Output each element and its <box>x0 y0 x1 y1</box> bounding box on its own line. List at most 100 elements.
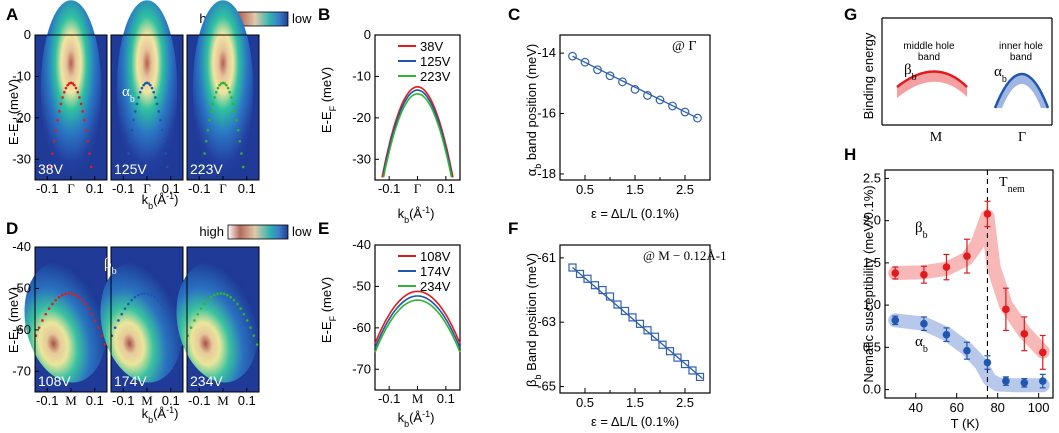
map-intensity <box>24 262 106 383</box>
band-dot <box>54 128 58 132</box>
panel-label-E: E <box>318 219 329 238</box>
x-tick-label: 0.1 <box>162 393 180 408</box>
band-dot <box>130 128 134 132</box>
band-dot <box>143 292 147 295</box>
x-tick-label: Γ <box>143 181 151 196</box>
band-dot <box>67 292 71 295</box>
band-dot <box>80 298 84 302</box>
panel-label-D: D <box>6 219 18 238</box>
band-dot <box>79 102 83 106</box>
data-point-βb <box>920 270 928 279</box>
inner-band-curve <box>993 73 1050 109</box>
band-dot <box>86 139 90 143</box>
y-tick-label: -20 <box>352 110 371 125</box>
band-dot <box>219 292 223 295</box>
band-dot <box>84 128 88 132</box>
y-tick-label: 0.5 <box>863 339 881 354</box>
band-dot <box>232 298 236 302</box>
map-intensity <box>40 0 102 180</box>
middle-band-curve <box>896 70 968 88</box>
x-tick-label: 40 <box>908 400 922 415</box>
band-dot <box>150 293 153 297</box>
legend-label: 108V <box>420 249 451 264</box>
y-tick-label: 0 <box>24 27 31 42</box>
x-tick-label: M <box>412 391 424 406</box>
band-dot <box>89 165 93 169</box>
band-dot <box>74 293 77 297</box>
band-dot <box>230 96 233 99</box>
y-tick-label: -14 <box>537 45 556 60</box>
x-tick-label: 1.5 <box>626 395 644 410</box>
data-point <box>635 319 645 328</box>
legend-label: 38V <box>420 39 443 54</box>
band-dot <box>70 292 74 296</box>
band-dot <box>113 326 117 329</box>
band-dot <box>196 312 200 316</box>
band-dot <box>239 307 242 310</box>
panel-label-H: H <box>844 145 856 164</box>
data-point-αb <box>963 346 971 355</box>
band-dot <box>81 110 85 113</box>
x-tick-label: 0.1 <box>162 181 180 196</box>
beta-b-label-G: βb <box>904 62 917 83</box>
x-tick-label: M <box>217 393 229 408</box>
chart-H: 0.0 0.5 1.0 1.5 2.0 2.5 40 60 80 100 <box>863 169 1054 415</box>
xlabel-H: T (K) <box>951 416 980 431</box>
legend-label: 174V <box>420 264 451 279</box>
band-dot <box>160 302 163 306</box>
data-point <box>665 347 675 356</box>
ylabel-C: αb band position (meV) <box>524 44 543 176</box>
ylabel-E: E-EF (meV) <box>319 277 338 343</box>
series-line-38V <box>381 85 454 178</box>
band-dot <box>249 326 252 329</box>
data-point <box>658 340 667 349</box>
x-tick-label: 0.1 <box>437 391 455 406</box>
data-point <box>688 366 697 375</box>
band-dot <box>117 319 120 322</box>
band-dot <box>206 298 209 302</box>
xlabel-E: kb(Å-1) <box>398 409 435 429</box>
data-point <box>575 269 585 279</box>
map-intensity <box>176 262 258 383</box>
band-dot <box>152 90 156 94</box>
photon-energy-label: 174V <box>114 373 147 389</box>
data-point-βb <box>1002 305 1010 314</box>
y-tick-label: 0 <box>364 27 371 42</box>
band-dot <box>51 302 54 306</box>
data-point <box>568 51 577 61</box>
band-dot <box>61 96 64 99</box>
y-tick-label: -50 <box>352 278 371 293</box>
band-dot <box>173 326 176 329</box>
band-dot <box>211 102 215 106</box>
colorbar-high-label-D: high <box>199 224 224 239</box>
legend-label: 234V <box>420 279 451 294</box>
band-dot <box>165 165 169 169</box>
band-dot <box>123 307 127 310</box>
band-dot <box>120 312 124 316</box>
band-dot <box>137 96 140 99</box>
x-tick-label: 0.1 <box>238 393 256 408</box>
chart-C: -14 -16 -18 0.5 1.5 2.5 <box>537 34 711 197</box>
x-label-Gamma-G: Γ <box>1018 130 1026 145</box>
band-dot <box>132 118 135 122</box>
x-tick-label: 2.5 <box>676 395 694 410</box>
band-dot <box>208 118 211 122</box>
band-dot <box>235 118 238 122</box>
band-dot <box>49 165 53 169</box>
xlabel-D: kb(Å-1) <box>142 405 179 425</box>
data-point <box>695 372 705 382</box>
guide-band-beta <box>888 209 1050 359</box>
band-dot <box>56 118 59 122</box>
data-point <box>605 71 615 81</box>
band-dot <box>201 165 205 169</box>
xlabel-C: ε = ΔL/L (0.1%) <box>591 206 679 221</box>
band-dot <box>229 295 233 299</box>
band-dot <box>242 312 246 316</box>
alpha-b-label-G: αb <box>994 64 1007 85</box>
data-point-αb <box>1020 379 1029 387</box>
band-dot <box>162 139 166 143</box>
data-point <box>668 101 677 111</box>
y-tick-label: -50 <box>12 280 31 295</box>
fit-line <box>572 55 698 119</box>
